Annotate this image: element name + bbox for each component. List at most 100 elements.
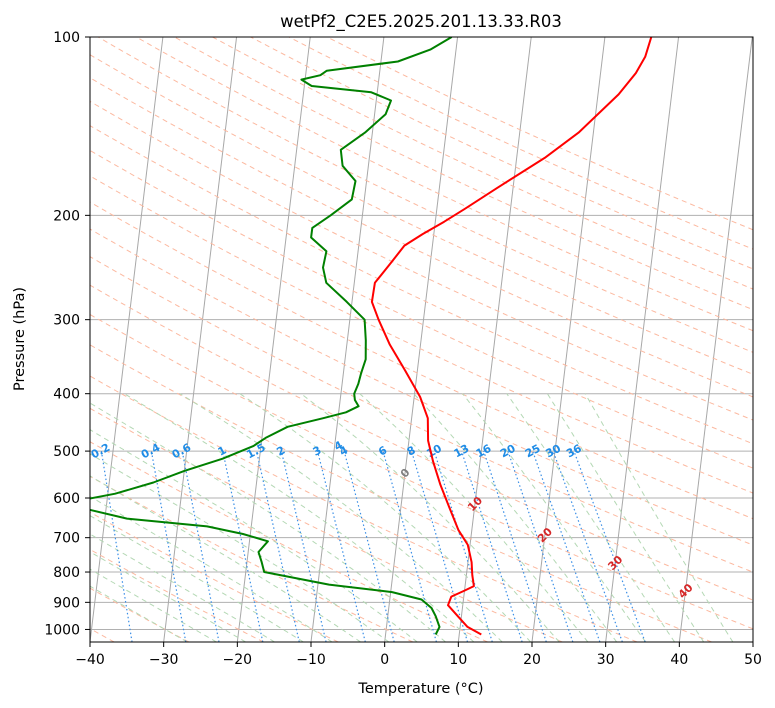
isotherm-line xyxy=(384,37,459,642)
moist-adiabat-line xyxy=(90,585,188,642)
plot-frame xyxy=(89,36,754,643)
background-lines xyxy=(90,37,753,642)
y-tick-label: 100 xyxy=(53,30,80,46)
mixing-ratio-line xyxy=(316,450,366,642)
dry-adiabat-line xyxy=(174,37,753,311)
mixing-ratio-line xyxy=(343,450,395,642)
y-axis-title: Pressure (hPa) xyxy=(12,287,28,391)
moist-adiabat-line xyxy=(90,453,390,642)
moist-adiabat-line xyxy=(506,393,676,642)
dry-adiabat-line xyxy=(90,475,414,642)
moist-adiabat-line xyxy=(90,429,418,642)
x-axis-title: Temperature (°C) xyxy=(357,681,483,697)
x-tick-label: −30 xyxy=(149,652,179,668)
x-tick-label: 10 xyxy=(449,652,467,668)
isotherm-line xyxy=(163,37,238,642)
mixing-ratio-line xyxy=(382,450,437,642)
dry-adiabat-line xyxy=(90,125,753,445)
y-tick-label: 900 xyxy=(53,595,80,611)
x-tick-label: 40 xyxy=(670,652,688,668)
mixing-ratio-line xyxy=(507,450,574,642)
y-tick-label: 600 xyxy=(53,491,80,507)
mixing-ratio-label: 0.4 xyxy=(139,441,163,462)
isotherm-line xyxy=(752,637,753,642)
dry-adiabat-line xyxy=(326,37,753,231)
x-tick-label: −40 xyxy=(75,652,105,668)
moist-adiabat-label: 20 xyxy=(535,525,555,545)
mixing-ratio-label: 20 xyxy=(498,442,518,461)
mixing-ratio-line xyxy=(150,450,187,642)
dry-adiabat-line xyxy=(288,37,753,250)
moist-adiabat-line xyxy=(90,551,246,642)
moist-adiabat-line xyxy=(584,393,734,642)
dry-adiabat-line xyxy=(90,284,753,601)
y-tick-label: 800 xyxy=(53,565,80,581)
mixing-ratio-line xyxy=(532,450,601,642)
mixing-ratio-line xyxy=(280,450,327,642)
y-tick-label: 1000 xyxy=(44,622,80,638)
mixing-ratio-label: 36 xyxy=(564,442,584,461)
isotherm-line xyxy=(310,37,385,642)
y-tick-label: 500 xyxy=(53,444,80,460)
y-tick-label: 300 xyxy=(53,313,80,329)
mixing-ratio-line xyxy=(461,450,523,642)
dry-adiabat-line xyxy=(90,441,488,642)
mixing-ratio-line xyxy=(410,450,469,642)
y-tick-label: 700 xyxy=(53,531,80,547)
dry-adiabat-line xyxy=(90,100,753,421)
dry-adiabat-line xyxy=(90,375,638,642)
x-tick-label: −20 xyxy=(223,652,253,668)
mixing-ratio-label: 13 xyxy=(452,442,472,461)
moist-adiabat-line xyxy=(90,568,217,642)
isotherm-line xyxy=(236,37,311,642)
dewpoint-profile-line xyxy=(90,37,453,635)
x-tick-label: 30 xyxy=(597,652,615,668)
mixing-ratio-line xyxy=(552,450,623,642)
dry-adiabat-line xyxy=(90,175,753,494)
moist-adiabat-line xyxy=(179,393,503,642)
dry-adiabat-line xyxy=(90,407,563,642)
x-tick-label: 20 xyxy=(523,652,541,668)
mixing-ratio-label: 16 xyxy=(474,442,494,461)
y-tick-label: 200 xyxy=(53,208,80,224)
dry-adiabat-line xyxy=(90,511,339,642)
moist-adiabat-line xyxy=(413,393,618,642)
temperature-profile-line xyxy=(370,37,653,636)
moist-adiabat-line xyxy=(462,393,646,642)
moist-adiabat-line xyxy=(124,393,475,642)
chart-title: wetPf2_C2E5.2025.201.13.33.R03 xyxy=(280,12,562,32)
moist-adiabat-line xyxy=(300,393,560,642)
isotherm-line xyxy=(605,37,680,642)
mixing-ratio-label: 30 xyxy=(543,442,563,461)
mixing-ratio-label: 25 xyxy=(523,442,543,461)
mixing-ratio-line xyxy=(483,450,547,642)
profile-lines xyxy=(90,37,653,636)
moist-adiabat-label: 40 xyxy=(676,581,696,601)
isotherm-line xyxy=(90,37,164,642)
y-tick-label: 400 xyxy=(53,387,80,403)
moist-adiabat-line xyxy=(90,533,275,642)
dry-adiabat-line xyxy=(90,344,712,642)
isotherm-line xyxy=(678,37,753,642)
dry-adiabat-line xyxy=(90,54,753,375)
moist-adiabat-line xyxy=(90,402,446,642)
moist-adiabat-line xyxy=(239,393,532,642)
isotherm-line xyxy=(531,37,606,642)
moist-adiabat-line xyxy=(90,495,333,642)
mixing-ratio-label: 0.6 xyxy=(170,441,194,462)
dry-adiabat-line xyxy=(136,37,753,332)
mixing-ratio-label: 0.2 xyxy=(89,441,112,462)
axes: −40 −30 −20 −10 0 10 20 30 40 50 100 200 300 400 500 60… xyxy=(44,30,762,668)
dry-adiabat-line xyxy=(90,256,753,573)
mixing-ratio-line xyxy=(181,450,220,642)
x-tick-label: 0 xyxy=(380,652,389,668)
mixing-ratio-line xyxy=(433,450,493,642)
mixing-ratio-line xyxy=(255,450,300,642)
isotherm-line xyxy=(457,37,532,642)
x-tick-label: 50 xyxy=(744,652,762,668)
dry-adiabat-line xyxy=(90,548,264,642)
moist-adiabat-line xyxy=(546,393,705,642)
mixing-ratio-line xyxy=(222,450,264,642)
x-tick-label: −10 xyxy=(296,652,326,668)
